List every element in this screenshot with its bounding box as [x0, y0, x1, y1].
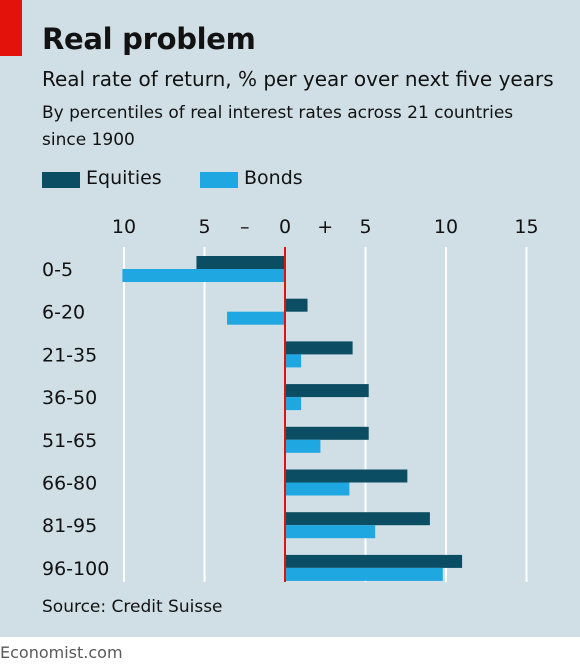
- bar-equities: [285, 426, 369, 440]
- legend-label-bonds: Bonds: [244, 167, 303, 189]
- legend-label-equities: Equities: [86, 167, 162, 189]
- bar-bonds: [285, 354, 302, 368]
- legend-swatch-equities: [42, 172, 80, 188]
- x-tick-label: 5: [198, 216, 210, 238]
- bar-equities: [285, 298, 308, 312]
- y-category-label: 96-100: [42, 558, 109, 580]
- y-category-label: 0-5: [42, 259, 73, 281]
- legend-swatch-bonds: [200, 172, 238, 188]
- bar-equities: [196, 256, 285, 269]
- bar-bonds: [122, 269, 285, 282]
- bar-bonds: [285, 525, 376, 539]
- chart-title: Real problem: [42, 22, 256, 56]
- x-tick-label: 0: [279, 216, 291, 238]
- x-tick-label: 10: [112, 216, 136, 238]
- x-tick-label: 15: [514, 216, 538, 238]
- y-category-label: 36-50: [42, 387, 97, 409]
- bar-equities: [285, 341, 353, 355]
- footer-brand: Economist.com: [0, 643, 123, 662]
- chart-description: By percentiles of real interest rates ac…: [42, 103, 514, 150]
- bar-bonds: [285, 439, 321, 453]
- y-category-label: 66-80: [42, 473, 97, 495]
- bar-bonds: [285, 397, 302, 411]
- bar-equities: [285, 469, 408, 483]
- bar-bonds: [285, 567, 443, 581]
- y-category-label: 51-65: [42, 430, 97, 452]
- y-category-label: 6-20: [42, 302, 85, 324]
- x-tick-label: +: [317, 216, 333, 238]
- bar-equities: [285, 512, 430, 526]
- chart-subtitle: Real rate of return, % per year over nex…: [42, 67, 554, 91]
- y-category-label: 81-95: [42, 515, 97, 537]
- source-note: Source: Credit Suisse: [42, 597, 223, 617]
- accent-tag: [0, 0, 22, 56]
- bar-bonds: [285, 482, 350, 496]
- y-category-label: 21-35: [42, 344, 97, 366]
- bar-equities: [285, 554, 463, 568]
- bar-bonds: [227, 311, 285, 325]
- bar-equities: [285, 384, 369, 398]
- x-tick-label: –: [240, 216, 250, 238]
- x-tick-label: 5: [359, 216, 371, 238]
- x-tick-label: 10: [434, 216, 458, 238]
- bar-chart: 10 5 – 0 +5 10 15 0-5 6-20 21-35 36-50 51-65 66-80 81…: [42, 216, 539, 582]
